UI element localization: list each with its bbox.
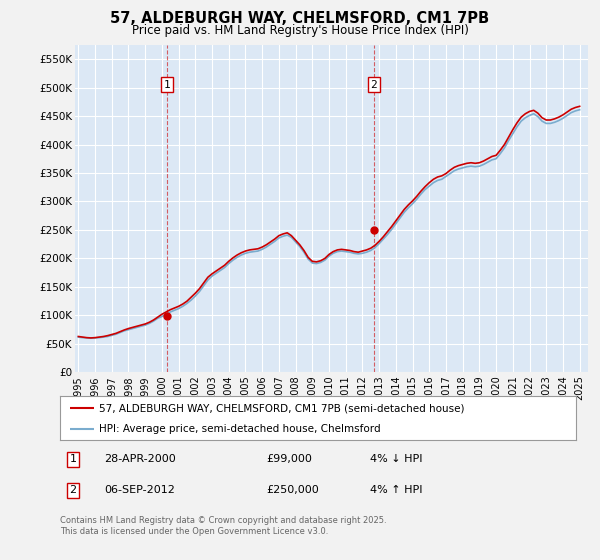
Text: 1: 1 [164,80,170,90]
Text: £99,000: £99,000 [266,454,312,464]
Text: 57, ALDEBURGH WAY, CHELMSFORD, CM1 7PB: 57, ALDEBURGH WAY, CHELMSFORD, CM1 7PB [110,11,490,26]
Text: 4% ↑ HPI: 4% ↑ HPI [370,486,422,495]
Text: HPI: Average price, semi-detached house, Chelmsford: HPI: Average price, semi-detached house,… [98,424,380,433]
Text: 1: 1 [70,454,76,464]
Text: £250,000: £250,000 [266,486,319,495]
Text: 2: 2 [70,486,76,495]
Text: 4% ↓ HPI: 4% ↓ HPI [370,454,422,464]
Text: 2: 2 [370,80,377,90]
Text: 06-SEP-2012: 06-SEP-2012 [104,486,175,495]
Text: 57, ALDEBURGH WAY, CHELMSFORD, CM1 7PB (semi-detached house): 57, ALDEBURGH WAY, CHELMSFORD, CM1 7PB (… [98,403,464,413]
Text: 28-APR-2000: 28-APR-2000 [104,454,176,464]
Text: Price paid vs. HM Land Registry's House Price Index (HPI): Price paid vs. HM Land Registry's House … [131,24,469,36]
Text: Contains HM Land Registry data © Crown copyright and database right 2025.
This d: Contains HM Land Registry data © Crown c… [60,516,386,536]
